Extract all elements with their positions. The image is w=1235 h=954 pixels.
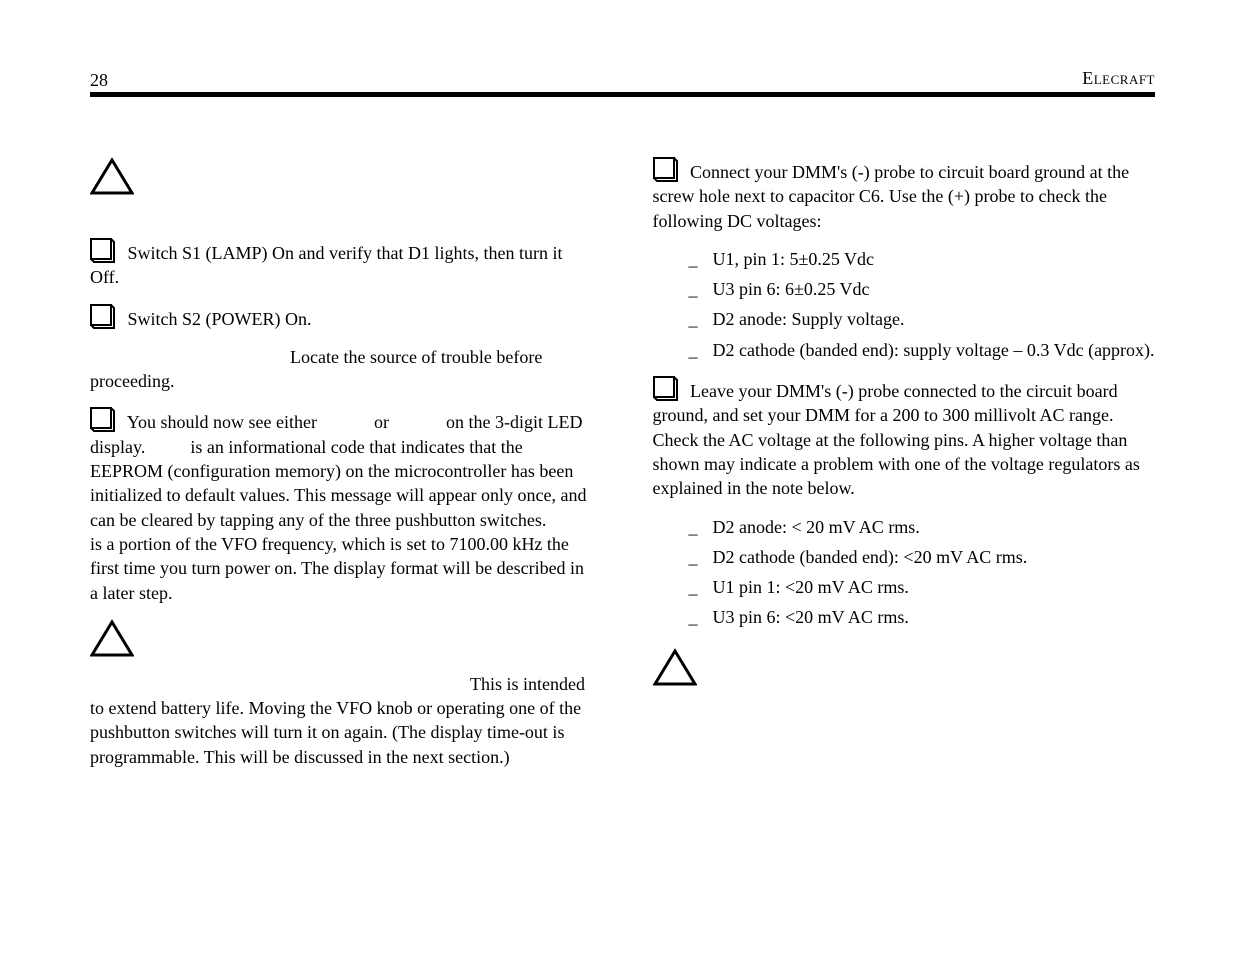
- page-number: 28: [90, 70, 108, 91]
- step-power-text: Switch S2 (POWER) On.: [128, 309, 312, 329]
- checkbox-icon: [653, 376, 678, 401]
- list-item: U3 pin 6: 6±0.25 Vdc: [653, 277, 1156, 301]
- spacer: [90, 210, 593, 228]
- list-item: D2 cathode (banded end): supply voltage …: [653, 338, 1156, 362]
- battery-note: This is intended to extend battery life.…: [90, 672, 593, 769]
- step-lamp-text: Switch S1 (LAMP) On and verify that D1 l…: [90, 243, 562, 287]
- left-column: Switch S1 (LAMP) On and verify that D1 l…: [90, 157, 593, 783]
- list-item: U3 pin 6: <20 mV AC rms.: [653, 605, 1156, 629]
- eeprom-a: You should now see either: [127, 412, 317, 432]
- dc-list: U1, pin 1: 5±0.25 Vdc U3 pin 6: 6±0.25 V…: [653, 247, 1156, 362]
- eeprom-b: or: [374, 412, 389, 432]
- eeprom-e: is a portion of the VFO frequency, which…: [90, 534, 584, 603]
- step-lamp: Switch S1 (LAMP) On and verify that D1 l…: [90, 238, 593, 290]
- right-column: Connect your DMM's (-) probe to circuit …: [653, 157, 1156, 783]
- caution-1: [90, 157, 593, 196]
- list-item: U1, pin 1: 5±0.25 Vdc: [653, 247, 1156, 271]
- list-item: U1 pin 1: <20 mV AC rms.: [653, 575, 1156, 599]
- step-dc: Connect your DMM's (-) probe to circuit …: [653, 157, 1156, 233]
- header-rule: [90, 92, 1155, 97]
- step-power: Switch S2 (POWER) On.: [90, 304, 593, 331]
- brand-name: Elecraft: [1082, 68, 1155, 89]
- checkbox-icon: [90, 304, 115, 329]
- step-eeprom: You should now see either or on the 3-di…: [90, 407, 593, 604]
- eeprom-d: is an informational code that indicates …: [90, 437, 587, 530]
- list-item: D2 anode: < 20 mV AC rms.: [653, 515, 1156, 539]
- header: 28 Elecraft: [90, 70, 1155, 88]
- checkbox-icon: [90, 407, 115, 432]
- page: 28 Elecraft Switch S1 (LAMP) On and veri…: [0, 0, 1235, 954]
- list-item: D2 anode: Supply voltage.: [653, 307, 1156, 331]
- caution-3: [653, 648, 1156, 687]
- trouble-note: Locate the source of trouble before proc…: [90, 345, 593, 394]
- caution-triangle-icon: [90, 157, 134, 196]
- step-ac: Leave your DMM's (-) probe connected to …: [653, 376, 1156, 500]
- caution-triangle-icon: [90, 619, 134, 658]
- checkbox-icon: [90, 238, 115, 263]
- battery-note-text: This is intended to extend battery life.…: [90, 674, 585, 767]
- caution-2: [90, 619, 593, 658]
- list-item: D2 cathode (banded end): <20 mV AC rms.: [653, 545, 1156, 569]
- ac-list: D2 anode: < 20 mV AC rms. D2 cathode (ba…: [653, 515, 1156, 630]
- columns: Switch S1 (LAMP) On and verify that D1 l…: [90, 157, 1155, 783]
- dc-intro-text: Connect your DMM's (-) probe to circuit …: [653, 162, 1130, 231]
- caution-triangle-icon: [653, 648, 697, 687]
- checkbox-icon: [653, 157, 678, 182]
- ac-intro-text: Leave your DMM's (-) probe connected to …: [653, 381, 1140, 498]
